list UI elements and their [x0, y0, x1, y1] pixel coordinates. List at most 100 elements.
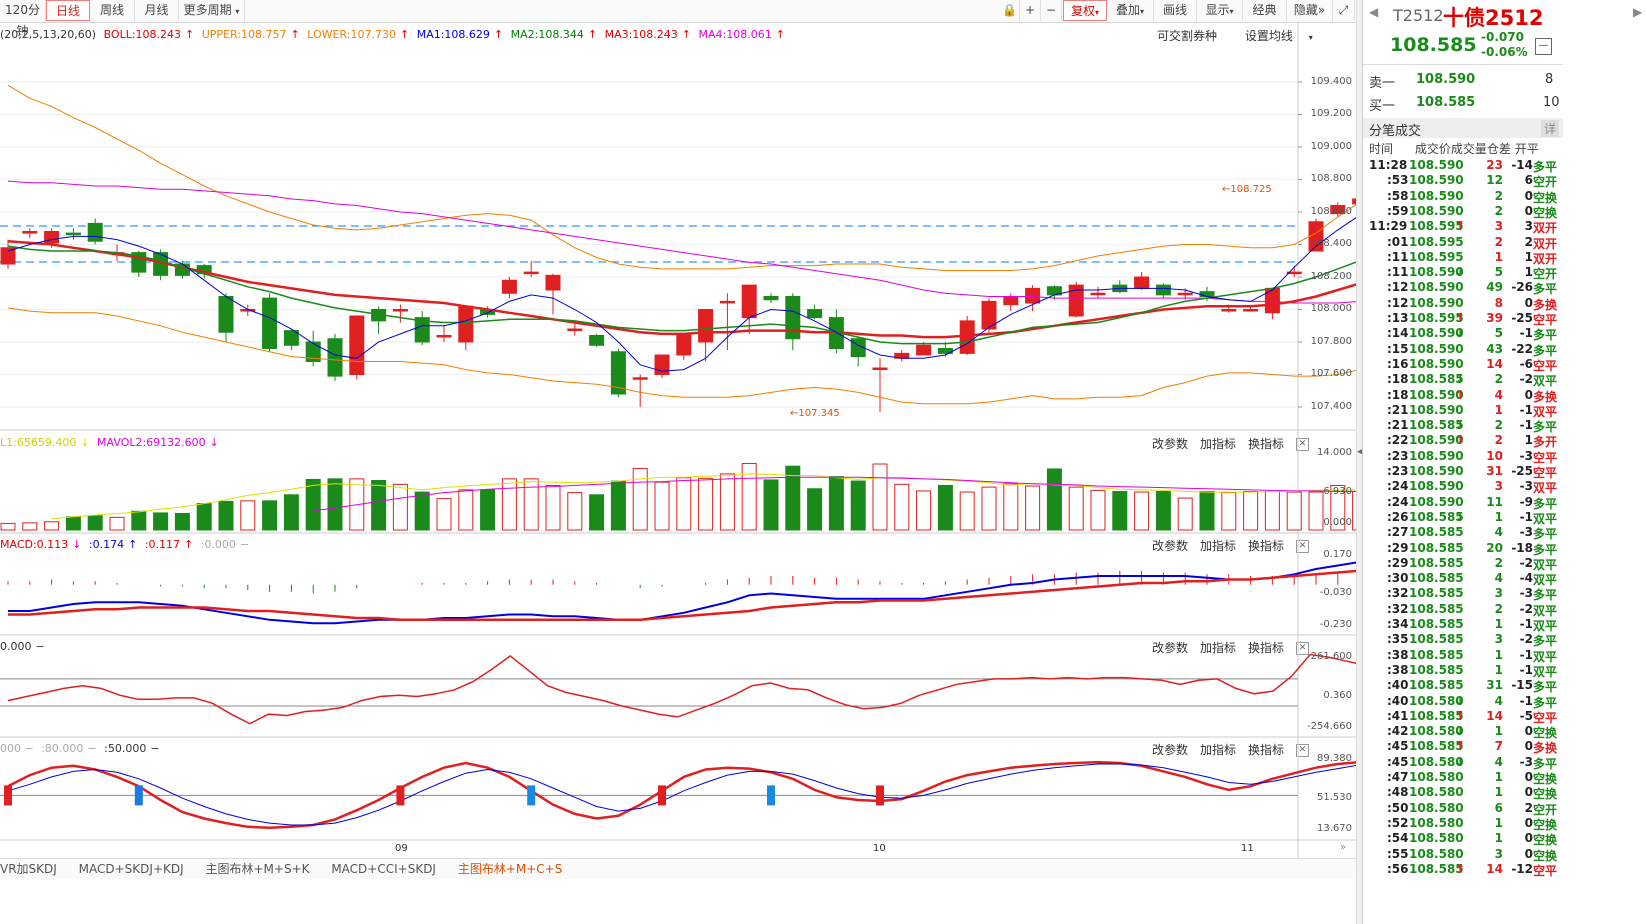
trade-time: :13 [1387, 311, 1409, 325]
candle-body [1199, 291, 1215, 297]
kdj-80-value: :80.000 [41, 742, 84, 755]
trade-time: :40 [1387, 693, 1409, 708]
trade-time: :21 [1387, 402, 1409, 417]
trade-row: :32 108.585 2 -2 双平 [1363, 601, 1563, 618]
ma2-value: MA2:108.344 [510, 28, 584, 41]
arrow-up-icon: ↑ [587, 28, 598, 41]
volume-bar [392, 483, 408, 531]
close-icon[interactable]: ✕ [1296, 744, 1310, 757]
period-more[interactable]: 更多周期 ▾ [179, 0, 245, 21]
y-tick: 108.600 [1310, 206, 1352, 217]
tab-vr-skdj[interactable]: VR加SKDJ [0, 862, 57, 876]
add-indicator-button[interactable]: 加指标 [1200, 539, 1237, 553]
trade-time: :26 [1387, 509, 1409, 524]
volume-bar [1068, 486, 1084, 531]
arrow-down-icon: ↓ [1455, 509, 1466, 524]
deliverable-bonds-link[interactable]: 可交割券种 [1157, 29, 1218, 43]
trade-price: 108.585 [1409, 525, 1464, 540]
period-120min[interactable]: 120分钟 [0, 0, 46, 38]
switch-indicator-button[interactable]: 换指标 [1248, 743, 1285, 757]
lock-icon[interactable]: 🔒 [1000, 0, 1020, 21]
kdj-prefix: 000 − [0, 742, 34, 755]
trade-oi-change: -5 [1519, 708, 1533, 723]
trade-row: :29 108.585 20 -18 多平 [1363, 540, 1563, 557]
high-price-value: 108.725 [1230, 184, 1272, 195]
cci-panel-buttons: 改参数 加指标 换指标 ✕ [1140, 639, 1310, 656]
trade-volume: 5 [1494, 326, 1503, 341]
col-time: 时间 [1369, 142, 1394, 156]
close-icon[interactable]: ✕ [1296, 642, 1310, 655]
candle-body [283, 330, 299, 346]
trade-oi-change: -12 [1511, 861, 1533, 876]
switch-indicator-button[interactable]: 换指标 [1248, 437, 1285, 451]
trade-type: 空换 [1533, 726, 1558, 741]
next-contract-icon[interactable]: ▶ [1633, 5, 1643, 19]
expand-icon[interactable]: ⤢ [1333, 0, 1355, 21]
arrow-up-icon: ↑ [493, 28, 504, 41]
close-icon[interactable]: ✕ [1296, 438, 1310, 451]
trade-time: :32 [1387, 601, 1409, 616]
hide-button[interactable]: 隐藏» [1287, 0, 1333, 21]
line-kdj-k [7, 760, 1358, 830]
draw-line-button[interactable]: 画线 [1154, 0, 1197, 21]
trade-oi-change: -18 [1511, 540, 1533, 555]
candle-body [1134, 276, 1150, 289]
price-change: -0.070 [1481, 30, 1524, 44]
classic-button[interactable]: 经典 [1243, 0, 1287, 21]
trade-type: 多平 [1533, 680, 1558, 695]
edit-params-button[interactable]: 改参数 [1152, 641, 1189, 655]
prev-contract-icon[interactable]: ◀ [1369, 5, 1379, 19]
add-indicator-button[interactable]: 加指标 [1200, 641, 1237, 655]
collapse-quote-icon[interactable]: — [1535, 38, 1552, 55]
period-daily[interactable]: 日线 [46, 0, 90, 21]
volume-bar [807, 488, 823, 531]
edit-params-button[interactable]: 改参数 [1152, 743, 1189, 757]
tab-boll-m-s-k[interactable]: 主图布林+M+S+K [205, 862, 310, 876]
col-oi-change: 仓差 [1486, 142, 1511, 156]
candle-body [545, 274, 561, 291]
minus-icon[interactable]: − [1041, 0, 1062, 21]
add-indicator-button[interactable]: 加指标 [1200, 437, 1237, 451]
fuquan-button[interactable]: 复权▾ [1063, 0, 1107, 21]
tab-macd-cci-skdj[interactable]: MACD+CCI+SKDJ [331, 862, 436, 876]
period-monthly[interactable]: 月线 [135, 0, 179, 21]
tab-macd-skdj-kdj[interactable]: MACD+SKDJ+KDJ [78, 862, 184, 876]
y-tick: 6.930 [1323, 486, 1352, 497]
plus-icon[interactable]: + [1020, 0, 1041, 21]
y-tick: 109.000 [1310, 141, 1352, 152]
trade-volume: 14 [1486, 356, 1503, 371]
tab-boll-m-c-s[interactable]: 主图布林+M+C+S [457, 862, 563, 876]
detail-button[interactable]: 详 [1540, 120, 1559, 137]
set-ma-link[interactable]: 设置均线 ▾ [1233, 29, 1313, 43]
switch-indicator-button[interactable]: 换指标 [1248, 539, 1285, 553]
trade-price: 108.590 [1409, 158, 1464, 172]
period-weekly[interactable]: 周线 [90, 0, 135, 21]
candle-body [1330, 205, 1346, 215]
trade-row: :14 108.590 ↓ 5 -1 多平 [1363, 326, 1563, 342]
trade-volume: 39 [1486, 311, 1503, 325]
volume-bar [1199, 491, 1215, 531]
add-indicator-button[interactable]: 加指标 [1200, 743, 1237, 757]
chevron-down-icon: ▾ [1229, 7, 1234, 16]
display-button[interactable]: 显示▾ [1197, 0, 1243, 21]
trade-price: 108.595 [1409, 234, 1464, 249]
collapse-icon[interactable]: ◀ [1357, 447, 1364, 457]
trade-row: 11:28 108.590 23 -14 多平 [1363, 158, 1563, 174]
trade-type: 空平 [1533, 450, 1558, 465]
overlay-button[interactable]: 叠加▾ [1107, 0, 1154, 21]
panel-splitter[interactable]: ◀ [1356, 0, 1364, 924]
trade-row: :23 108.590 31 -25 空平 [1363, 464, 1563, 480]
arrow-up-icon: ↑ [290, 28, 300, 41]
edit-params-button[interactable]: 改参数 [1152, 539, 1189, 553]
volume-bar [87, 515, 103, 531]
trade-row: :12 108.590 8 0 多换 [1363, 296, 1563, 312]
edit-params-button[interactable]: 改参数 [1152, 437, 1189, 451]
dash-icon: − [35, 640, 45, 653]
switch-indicator-button[interactable]: 换指标 [1248, 641, 1285, 655]
trade-volume: 1 [1494, 402, 1503, 417]
scroll-right-icon[interactable]: » [1340, 842, 1347, 853]
volume-bar [327, 478, 343, 531]
candle-body [436, 335, 452, 338]
kline-chart[interactable] [0, 0, 1358, 858]
close-icon[interactable]: ✕ [1296, 540, 1310, 553]
